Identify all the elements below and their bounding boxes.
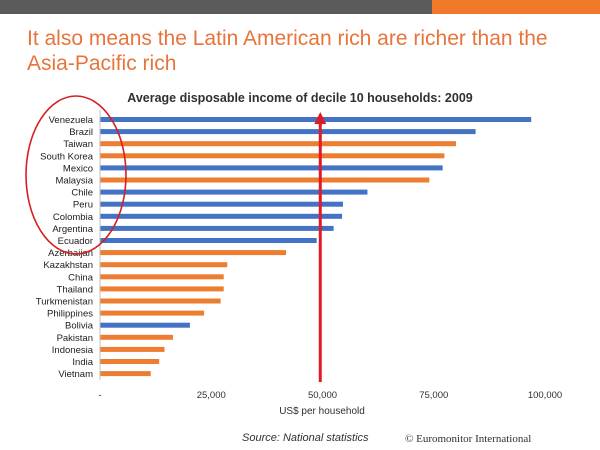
bar-taiwan <box>100 141 456 147</box>
bar-vietnam <box>100 371 151 377</box>
category-label: Malaysia <box>56 176 94 187</box>
category-label: Pakistan <box>57 333 93 344</box>
chart-title: Average disposable income of decile 10 h… <box>127 91 473 105</box>
bar-china <box>100 274 224 280</box>
top-bar-orange <box>432 0 600 14</box>
category-label: Argentina <box>52 224 93 235</box>
bar-pakistan <box>100 334 173 340</box>
x-tick-label: 75,000 <box>419 390 448 401</box>
annotation-overlay <box>25 95 327 382</box>
bar-kazakhstan <box>100 262 228 268</box>
bar-south-korea <box>100 153 445 159</box>
bar-philippines <box>100 310 205 316</box>
bar-bolivia <box>100 322 190 328</box>
source-note: Source: National statistics <box>242 432 369 444</box>
bar-thailand <box>100 286 224 292</box>
category-label: Vietnam <box>58 369 93 380</box>
category-label: Taiwan <box>63 139 93 150</box>
bar-brazil <box>100 129 476 135</box>
category-label: South Korea <box>40 151 94 162</box>
bar-colombia <box>100 213 343 219</box>
reference-arrow-head <box>314 112 327 124</box>
bar-venezuela <box>100 117 532 122</box>
highlight-ellipse <box>25 95 127 255</box>
bar-azerbaijan <box>100 250 287 256</box>
category-label: Turkmenistan <box>36 297 93 308</box>
bar-ecuador <box>100 238 317 243</box>
x-tick-label: 50,000 <box>308 390 337 401</box>
category-label: Philippines <box>47 309 93 320</box>
x-tick-label: 100,000 <box>528 390 562 401</box>
bar-argentina <box>100 225 334 231</box>
x-tick-labels-group: - 25,000 50,000 75,000 100,000 <box>98 390 562 401</box>
x-tick-label: 25,000 <box>197 390 226 401</box>
category-label: Indonesia <box>52 345 94 356</box>
category-label: Colombia <box>53 212 94 223</box>
bar-india <box>100 359 160 364</box>
slide-headline: It also means the Latin American rich ar… <box>27 27 548 75</box>
category-label: India <box>72 357 93 368</box>
category-label: Bolivia <box>65 321 94 332</box>
category-label: Kazakhstan <box>43 260 93 271</box>
bar-malaysia <box>100 177 430 183</box>
bar-mexico <box>100 165 443 171</box>
x-tick-label: - <box>98 390 101 401</box>
category-label: Chile <box>71 188 93 199</box>
bar-peru <box>100 201 343 207</box>
category-label: Venezuela <box>49 115 94 126</box>
top-bar-dark <box>0 0 432 14</box>
bar-turkmenistan <box>100 298 221 304</box>
category-label: China <box>68 272 94 283</box>
category-label: Ecuador <box>58 236 93 247</box>
bar-chile <box>100 189 368 195</box>
x-axis-label: US$ per household <box>279 406 365 417</box>
brand-footer: © Euromonitor International <box>405 433 532 445</box>
category-label: Brazil <box>69 127 93 138</box>
category-label: Thailand <box>57 284 93 295</box>
category-label: Mexico <box>63 163 93 174</box>
bars-group <box>100 117 532 377</box>
category-label: Peru <box>73 200 93 211</box>
bar-indonesia <box>100 346 165 352</box>
